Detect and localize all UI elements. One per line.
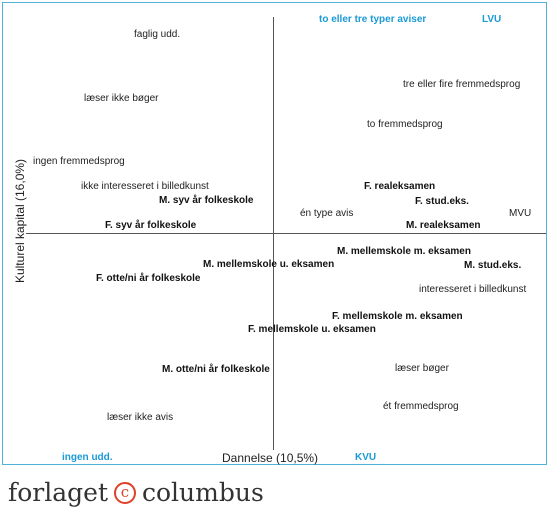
copyright-c-icon: c xyxy=(114,481,136,504)
label-m-mellemskole-u: M. mellemskole u. eksamen xyxy=(203,259,335,270)
label-f-mellemskole-m: F. mellemskole m. eksamen xyxy=(332,311,463,322)
label-laeser-boeger: læser bøger xyxy=(395,363,449,374)
label-ingen-udd: ingen udd. xyxy=(62,452,113,463)
label-m-mellemskole-m: M. mellemskole m. eksamen xyxy=(337,246,471,257)
label-f-syv-aar: F. syv år folkeskole xyxy=(105,220,197,231)
label-f-otte-ni: F. otte/ni år folkeskole xyxy=(96,273,201,284)
label-m-syv-aar: M. syv år folkeskole xyxy=(159,195,254,206)
label-laeser-ikke-boeger: læser ikke bøger xyxy=(84,93,159,104)
label-m-otte-ni: M. otte/ni år folkeskole xyxy=(162,364,270,375)
label-m-realeksamen: M. realeksamen xyxy=(406,220,481,231)
x-axis-label: Dannelse (10,5%) xyxy=(222,451,319,465)
logo-text-left: forlaget xyxy=(8,478,108,507)
label-lvu: LVU xyxy=(482,14,502,25)
label-mvu: MVU xyxy=(509,208,532,219)
label-laeser-ikke-avis: læser ikke avis xyxy=(107,412,174,423)
publisher-logo: forlaget c columbus xyxy=(8,478,264,507)
label-faglig-udd: faglig udd. xyxy=(134,29,181,40)
y-axis-label: Kulturel kapital (16,0%) xyxy=(13,158,27,284)
label-en-type-avis: én type avis xyxy=(300,208,354,219)
logo-text-right: columbus xyxy=(142,478,264,507)
label-f-stud: F. stud.eks. xyxy=(415,196,469,207)
label-m-stud: M. stud.eks. xyxy=(464,260,522,271)
label-ikke-interesseret: ikke interesseret i billedkunst xyxy=(81,181,209,192)
label-to-fremmedsprog: to fremmedsprog xyxy=(367,119,443,130)
label-top-left-corner: to eller tre typer aviser xyxy=(319,14,427,25)
label-f-realeksamen: F. realeksamen xyxy=(364,181,436,192)
horizontal-axis xyxy=(26,233,546,234)
label-f-mellemskole-u: F. mellemskole u. eksamen xyxy=(248,324,376,335)
label-et-fremmedsprog: ét fremmedsprog xyxy=(383,401,459,412)
label-tre-fire-fremmedsprog: tre eller fire fremmedsprog xyxy=(403,79,521,90)
label-kvu: KVU xyxy=(355,452,377,463)
diagram-frame xyxy=(2,2,547,465)
label-interesseret: interesseret i billedkunst xyxy=(419,284,527,295)
label-ingen-fremmedsprog: ingen fremmedsprog xyxy=(33,156,125,167)
